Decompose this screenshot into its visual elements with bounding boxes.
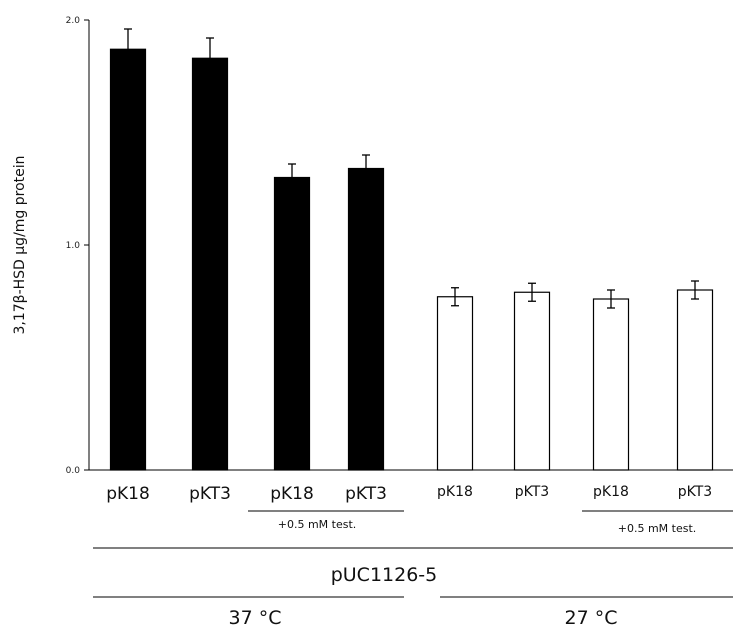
bars: [109, 48, 714, 471]
category-label-7: pK18: [593, 484, 629, 500]
y-tick-label: 0.0: [66, 466, 81, 476]
bar-8: [676, 289, 714, 471]
plasmid-label: pUC1126-5: [331, 564, 438, 586]
temp-label-37: 37 °C: [229, 607, 282, 629]
bar-4: [347, 167, 385, 471]
bar-3: [273, 176, 311, 471]
bar-1: [109, 48, 147, 471]
error-bars: [124, 28, 699, 309]
category-label-2: pKT3: [189, 484, 231, 504]
axes: [88, 20, 733, 471]
category-label-5: pK18: [437, 484, 473, 500]
temp-label-27: 27 °C: [565, 607, 618, 629]
category-label-3: pK18: [270, 484, 314, 504]
y-tick-label: 2.0: [66, 16, 81, 26]
category-label-4: pKT3: [345, 484, 387, 504]
bar-6: [513, 291, 551, 471]
bar-7: [592, 298, 630, 471]
category-label-8: pKT3: [678, 484, 712, 500]
y-axis-label: 3,17β-HSD µg/mg protein: [12, 155, 28, 334]
note-label-1: +0.5 mM test.: [278, 518, 357, 531]
category-label-1: pK18: [106, 484, 150, 504]
category-label-6: pKT3: [515, 484, 549, 500]
y-ticks: 0.0 1.0 2.0: [66, 16, 89, 476]
bar-5: [436, 296, 474, 471]
y-tick-label: 1.0: [66, 241, 81, 251]
category-labels: pK18 pKT3 pK18 pKT3 pK18 pKT3 pK18 pKT3: [106, 484, 712, 504]
note-label-2: +0.5 mM test.: [618, 522, 697, 535]
bar-2: [191, 57, 229, 471]
